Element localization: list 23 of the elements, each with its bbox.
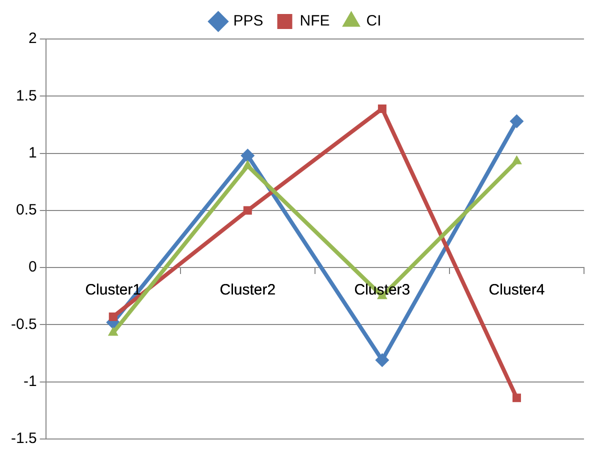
point: [378, 104, 386, 113]
y-tick-label: 0.5: [16, 202, 37, 219]
x-tick-label: Cluster4: [488, 282, 545, 299]
legend-label: PPS: [233, 12, 264, 30]
legend-label: NFE: [300, 12, 330, 30]
point: [242, 160, 253, 169]
y-tick-label: 1: [28, 144, 37, 162]
point: [512, 155, 522, 164]
y-tick-label: 2: [28, 30, 37, 48]
point: [108, 326, 118, 336]
y-tick-label: -0.5: [10, 316, 37, 333]
point: [510, 114, 524, 128]
point: [240, 148, 255, 163]
point: [243, 206, 252, 215]
y-tick-label: -1: [24, 373, 37, 390]
point: [512, 394, 521, 402]
y-tick-label: 1.5: [16, 87, 37, 104]
y-tick-label: -1.5: [10, 430, 37, 448]
point: [108, 312, 118, 321]
point: [375, 353, 390, 368]
y-tick-label: 0: [28, 258, 37, 276]
legend-label: CI: [366, 12, 382, 30]
x-tick-label: Cluster2: [220, 282, 276, 299]
